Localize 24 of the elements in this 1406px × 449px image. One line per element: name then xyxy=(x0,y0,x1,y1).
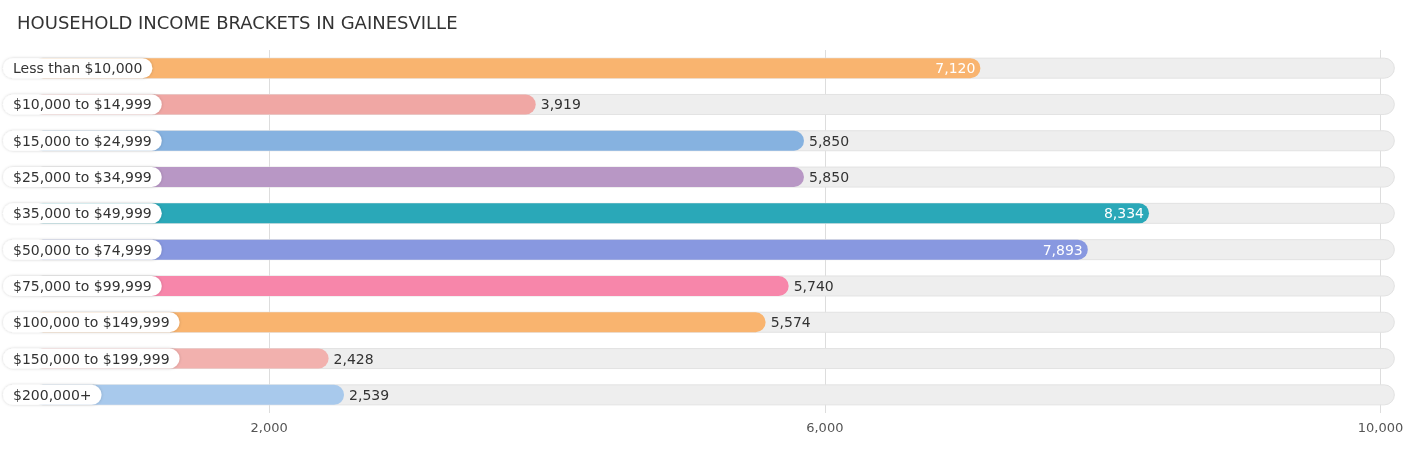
data-label: 7,893 xyxy=(1042,241,1083,258)
data-label: 7,120 xyxy=(935,60,976,77)
y-tick-label: $75,000 to $99,999 xyxy=(13,277,152,294)
data-label: 2,428 xyxy=(333,350,374,367)
y-tick-label: $15,000 to $24,999 xyxy=(13,132,152,149)
x-tick-label: 6,000 xyxy=(806,420,844,435)
data-label: 5,574 xyxy=(770,314,811,331)
y-tick-label: $25,000 to $34,999 xyxy=(13,169,152,186)
y-tick-label: $35,000 to $49,999 xyxy=(13,205,152,222)
data-label: 2,539 xyxy=(349,386,390,403)
data-label: 5,740 xyxy=(793,277,834,294)
data-label: 5,850 xyxy=(808,132,850,149)
y-tick-label: $150,000 to $199,999 xyxy=(13,350,170,367)
x-tick-label: 10,000 xyxy=(1357,420,1404,435)
y-tick-label: Less than $10,000 xyxy=(13,60,143,77)
data-label: 8,334 xyxy=(1103,205,1145,222)
x-tick-label: 2,000 xyxy=(250,420,288,435)
chart-title: HOUSEHOLD INCOME BRACKETS IN GAINESVILLE xyxy=(17,11,458,33)
y-tick-label: $10,000 to $14,999 xyxy=(13,96,152,113)
y-tick-label: $200,000+ xyxy=(13,386,92,403)
data-label: 3,919 xyxy=(540,96,581,113)
data-label: 5,850 xyxy=(808,169,850,186)
y-tick-label: $100,000 to $149,999 xyxy=(13,314,170,331)
y-tick-label: $50,000 to $74,999 xyxy=(13,241,152,258)
